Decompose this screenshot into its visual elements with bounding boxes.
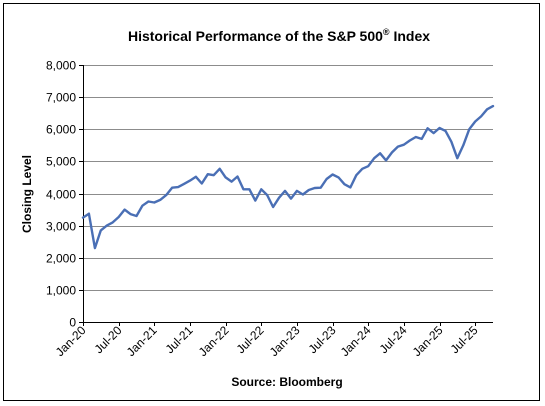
x-tick-label: Jan-21	[124, 323, 160, 359]
series-layer	[81, 104, 495, 250]
y-tick-label: 2,000	[46, 252, 76, 266]
x-tick-label: Jul-23	[306, 323, 339, 356]
x-tick-label: Jul-24	[377, 323, 410, 356]
y-axis-tick-labels: 0 1,000 2,000 3,000 4,000 5,000 6,000 7,000 8,00…	[46, 59, 76, 330]
y-tick-label: 5,000	[46, 155, 76, 169]
y-axis-title: Closing Level	[20, 155, 34, 233]
axes	[83, 65, 493, 323]
chart-title-main: Historical Performance of the S&P 500	[128, 28, 383, 44]
series-line	[81, 104, 495, 250]
x-tick-label: Jul-22	[234, 323, 267, 356]
x-tick-label: Jan-24	[338, 323, 374, 359]
x-tick-label: Jul-20	[92, 323, 125, 356]
y-tick-label: 4,000	[46, 188, 76, 202]
y-tick-label: 3,000	[46, 220, 76, 234]
y-tick-label: 7,000	[46, 91, 76, 105]
y-tick-label: 8,000	[46, 59, 76, 73]
chart-title-superscript: ®	[383, 27, 390, 37]
x-tick-label: Jan-25	[410, 323, 446, 359]
x-tick-label: Jul-25	[448, 323, 481, 356]
y-tick-label: 6,000	[46, 123, 76, 137]
y-tick-label: 0	[69, 316, 76, 330]
chart-title: Historical Performance of the S&P 500® I…	[128, 27, 430, 44]
x-tick-label: Jan-22	[196, 323, 232, 359]
y-tick-label: 1,000	[46, 284, 76, 298]
chart-title-suffix: Index	[390, 28, 431, 44]
gridlines	[79, 65, 493, 326]
x-tick-label: Jul-21	[163, 323, 196, 356]
x-axis-tick-labels: Jan-20 Jul-20 Jan-21 Jul-21 Jan-22 Jul-22 Jan-…	[53, 323, 481, 359]
x-axis-title: Source: Bloomberg	[231, 375, 342, 389]
x-tick-label: Jan-23	[267, 323, 303, 359]
